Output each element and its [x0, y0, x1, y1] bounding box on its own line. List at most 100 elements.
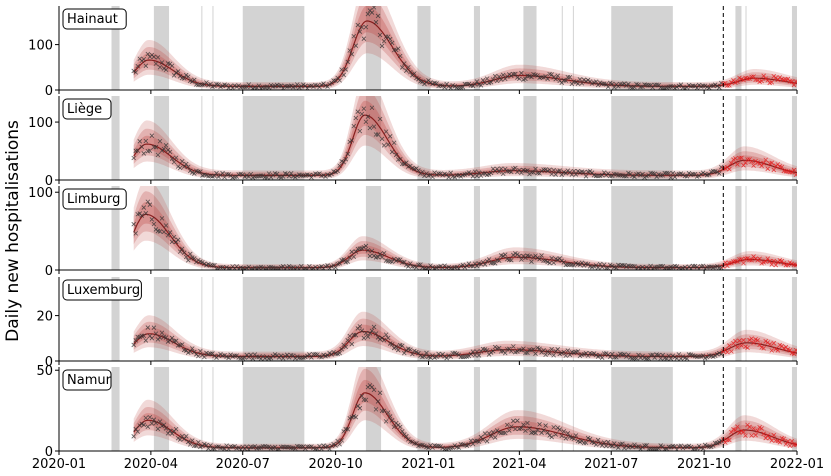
observation-point — [208, 443, 213, 448]
observation-point — [567, 74, 573, 80]
observation-point — [296, 267, 302, 270]
observation-point — [583, 440, 589, 446]
observation-point — [260, 84, 266, 90]
observation-point — [486, 257, 492, 262]
shaded-period — [242, 367, 305, 451]
observation-point — [496, 258, 502, 263]
observation-point — [157, 335, 163, 340]
observation-point — [226, 355, 231, 361]
observation-point — [379, 255, 385, 260]
observation-point — [315, 446, 320, 451]
observation-point — [389, 259, 395, 265]
observation-point — [173, 155, 179, 161]
observation-point — [196, 169, 201, 174]
observation-point — [529, 74, 534, 80]
observation-point — [698, 171, 704, 177]
shaded-period — [212, 96, 214, 180]
observation-point — [515, 418, 520, 423]
observation-point — [751, 340, 756, 346]
observation-point — [222, 446, 227, 451]
observation-point — [377, 337, 383, 342]
shaded-period — [611, 96, 673, 180]
shaded-period — [242, 277, 305, 361]
observation-point — [787, 443, 793, 448]
observation-point — [607, 354, 613, 360]
observation-point — [131, 434, 136, 439]
observation-point — [179, 246, 185, 252]
observation-point — [175, 237, 181, 243]
observation-point — [458, 174, 464, 179]
observation-point — [139, 333, 145, 339]
observation-point — [365, 248, 371, 253]
observation-point — [381, 38, 387, 44]
observation-point — [353, 43, 359, 48]
observation-point — [599, 443, 605, 448]
observation-point — [222, 352, 227, 358]
observation-point — [793, 262, 797, 268]
panel-label: Namur — [67, 373, 112, 388]
observation-point — [771, 258, 777, 264]
observation-point — [761, 345, 766, 351]
observation-point — [603, 351, 609, 356]
observation-point — [672, 354, 678, 360]
observation-point — [733, 427, 738, 433]
observation-point — [335, 168, 340, 174]
observation-point — [587, 169, 593, 174]
observation-point — [181, 76, 187, 81]
observation-point — [446, 353, 451, 358]
observation-point — [583, 79, 589, 84]
observation-point — [551, 424, 556, 430]
observation-point — [317, 443, 322, 449]
observation-point — [500, 171, 506, 177]
observation-point — [543, 423, 548, 428]
observation-point — [167, 149, 173, 155]
observation-point — [601, 262, 607, 267]
observation-point — [539, 168, 544, 174]
observation-point — [440, 445, 445, 451]
observation-point — [349, 51, 355, 57]
observation-point — [755, 428, 760, 433]
shaded-period — [523, 277, 537, 361]
observation-point — [192, 256, 197, 261]
observation-point — [373, 407, 379, 412]
observation-point — [393, 47, 399, 53]
observation-point — [559, 433, 565, 439]
observation-point — [185, 164, 191, 170]
observation-point — [357, 405, 363, 411]
observation-point — [767, 259, 773, 264]
observation-point — [278, 353, 284, 358]
observation-point — [511, 344, 516, 349]
observation-point — [198, 348, 203, 354]
panel-label: Luxemburg — [67, 283, 140, 298]
observation-point — [502, 350, 508, 356]
shaded-period — [201, 367, 203, 451]
observation-point — [220, 170, 225, 176]
observation-point — [299, 263, 304, 269]
observation-point — [531, 347, 536, 352]
observation-point — [737, 257, 742, 262]
observation-point — [577, 77, 583, 82]
observation-point — [577, 353, 583, 359]
observation-point — [712, 82, 718, 87]
shaded-period — [212, 367, 214, 451]
observation-point — [769, 160, 775, 166]
y-tick-label: 50 — [36, 364, 53, 379]
observation-point — [549, 171, 554, 177]
observation-point — [529, 259, 534, 264]
observation-point — [741, 337, 746, 343]
observation-point — [406, 64, 411, 70]
observation-point — [337, 441, 342, 447]
observation-point — [381, 337, 387, 343]
observation-point — [666, 171, 672, 176]
observation-point — [509, 348, 514, 354]
shaded-period — [611, 277, 673, 361]
observation-point — [771, 432, 777, 438]
observation-point — [408, 261, 413, 266]
observation-point — [753, 158, 758, 164]
observation-point — [349, 341, 355, 347]
median-line — [133, 20, 797, 87]
observation-point — [183, 254, 189, 260]
observation-point — [527, 425, 532, 431]
observation-point — [557, 427, 563, 432]
observation-point — [395, 46, 401, 51]
